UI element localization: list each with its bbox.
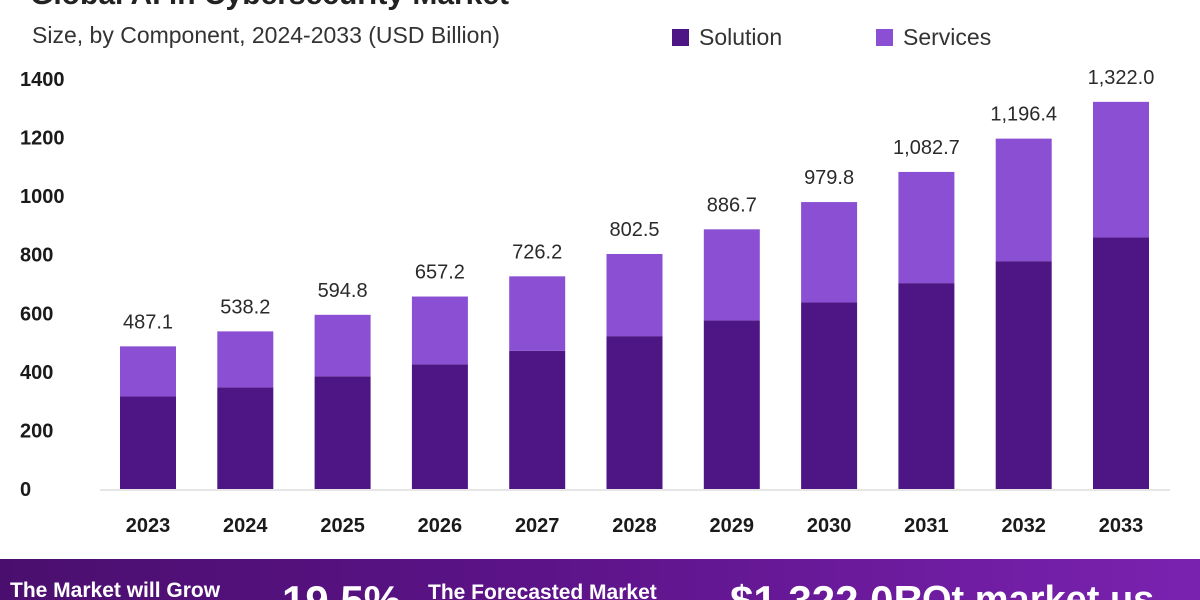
y-tick-label: 400 bbox=[20, 362, 53, 384]
y-tick-label: 800 bbox=[20, 245, 53, 267]
bar-total-label: 657.2 bbox=[415, 262, 465, 284]
bar-total-label: 886.7 bbox=[707, 194, 757, 216]
legend-swatch-services bbox=[876, 29, 893, 46]
x-tick-label: 2025 bbox=[320, 515, 365, 537]
bar-total-label: 802.5 bbox=[609, 219, 659, 241]
x-tick-label: 2023 bbox=[126, 515, 171, 537]
bar-solution bbox=[703, 320, 760, 489]
bar-solution bbox=[411, 364, 468, 489]
bar-total-label: 594.8 bbox=[318, 280, 368, 302]
x-tick-label: 2029 bbox=[710, 515, 755, 537]
legend-swatch-solution bbox=[672, 29, 689, 46]
bar-services bbox=[801, 202, 858, 303]
bar-total-label: 538.2 bbox=[220, 296, 270, 318]
bar-solution bbox=[801, 302, 858, 489]
bar-total-label: 1,196.4 bbox=[990, 104, 1057, 126]
x-tick-label: 2030 bbox=[807, 515, 852, 537]
x-tick-label: 2033 bbox=[1099, 515, 1144, 537]
bar-services bbox=[120, 346, 176, 397]
bar-total-label: 979.8 bbox=[804, 167, 854, 189]
bar-services bbox=[606, 253, 663, 337]
x-tick-label: 2032 bbox=[1001, 515, 1046, 537]
bar-total-label: 1,082.7 bbox=[893, 137, 960, 159]
y-tick-label: 0 bbox=[20, 479, 31, 501]
bar-services bbox=[995, 138, 1052, 262]
x-tick-label: 2027 bbox=[515, 515, 560, 537]
y-tick-label: 1200 bbox=[20, 128, 65, 150]
bar-solution bbox=[898, 283, 955, 489]
bar-total-label: 726.2 bbox=[512, 241, 562, 263]
legend-item-services: Services bbox=[876, 24, 991, 51]
x-tick-label: 2024 bbox=[223, 515, 268, 537]
bar-services bbox=[1093, 101, 1149, 238]
banner-tail-text: Ot market us bbox=[922, 579, 1155, 600]
bar-chart: 0 200 400 600 800 1000 1200 1400 487.1 2023 538.2 2… bbox=[20, 67, 1170, 537]
bar-solution bbox=[1093, 237, 1149, 489]
bar-solution bbox=[606, 336, 663, 489]
bar-solution bbox=[120, 396, 176, 489]
chart-title: Global AI in Cybersecurity Market bbox=[30, 0, 509, 12]
y-tick-label: 1400 bbox=[20, 69, 65, 91]
bar-solution bbox=[217, 387, 274, 489]
banner-forecast-value: $1,322.0B bbox=[730, 577, 924, 600]
bar-solution bbox=[314, 376, 371, 489]
bar-services bbox=[703, 229, 760, 321]
x-tick-label: 2026 bbox=[418, 515, 463, 537]
bar-solution bbox=[509, 350, 566, 489]
bar-total-label: 1,322.0 bbox=[1088, 67, 1155, 89]
bar-services bbox=[217, 331, 274, 388]
banner-cagr: 19.5% bbox=[282, 577, 401, 600]
y-tick-label: 1000 bbox=[20, 186, 65, 208]
x-tick-label: 2028 bbox=[612, 515, 657, 537]
bar-services bbox=[509, 276, 566, 351]
y-tick-label: 600 bbox=[20, 303, 53, 325]
legend-item-solution: Solution bbox=[672, 24, 782, 51]
legend-label-solution: Solution bbox=[699, 24, 783, 50]
banner-forecast-text: The Forecasted Market bbox=[428, 581, 657, 600]
bar-solution bbox=[995, 261, 1052, 489]
bottom-banner: The Market will Grow 19.5% The Forecaste… bbox=[0, 559, 1200, 600]
bar-total-label: 487.1 bbox=[123, 311, 173, 333]
bar-services bbox=[898, 171, 955, 284]
banner-grow-text: The Market will Grow bbox=[10, 579, 221, 600]
bar-services bbox=[314, 314, 371, 377]
chart-subtitle: Size, by Component, 2024-2033 (USD Billi… bbox=[32, 22, 500, 48]
bar-services bbox=[411, 296, 468, 365]
x-tick-label: 2031 bbox=[904, 515, 949, 537]
y-tick-label: 200 bbox=[20, 420, 53, 442]
legend-label-services: Services bbox=[903, 24, 992, 50]
